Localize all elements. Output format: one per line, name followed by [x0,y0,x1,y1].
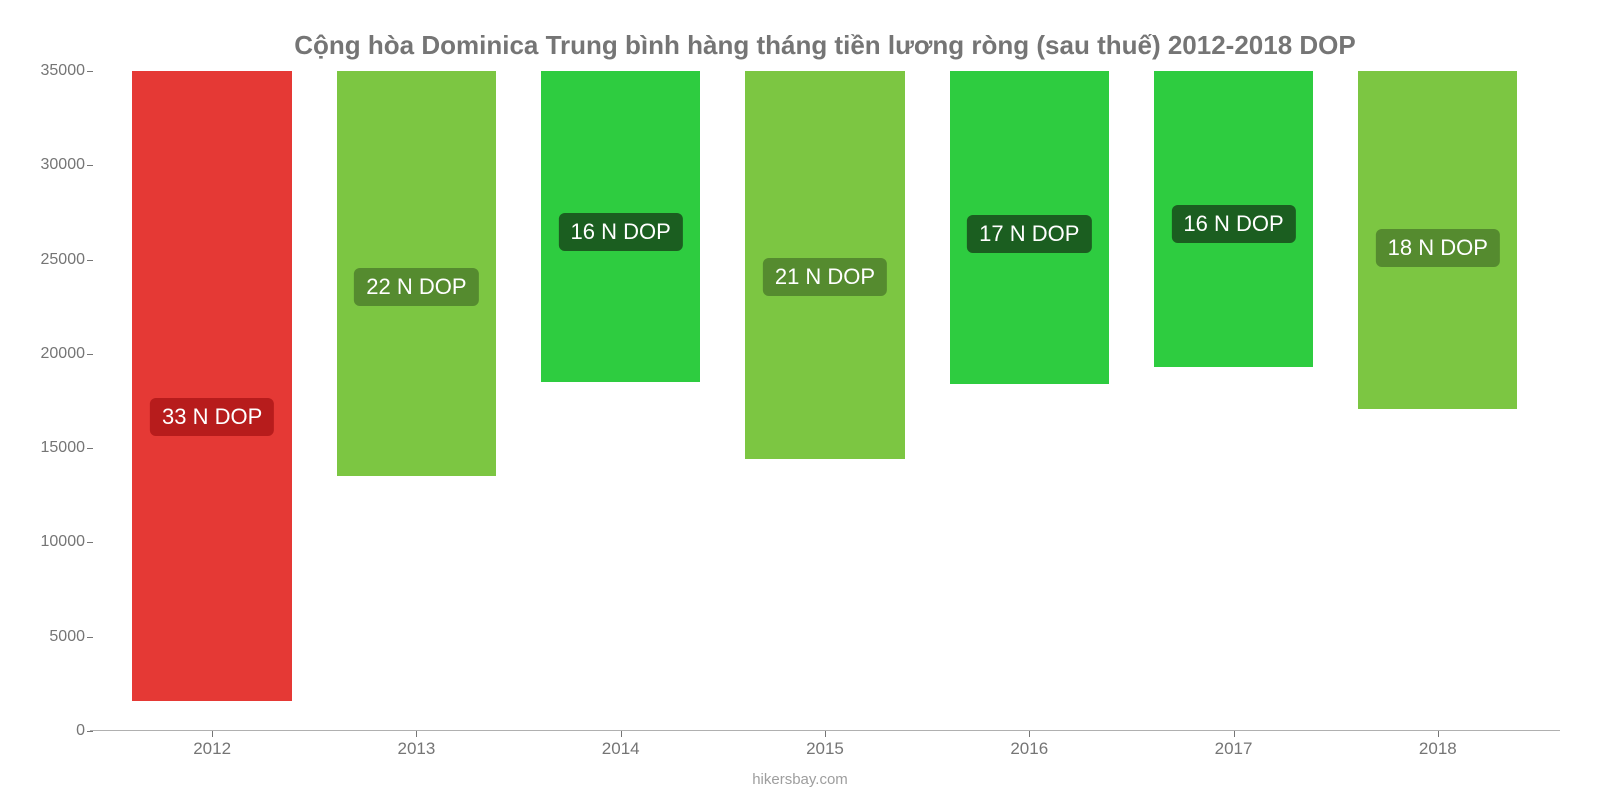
x-axis: 2012201320142015201620172018 [90,739,1560,759]
bar-value-label: 33 N DOP [150,398,274,436]
bar: 21 N DOP [745,71,904,459]
y-tick: 0 [30,722,85,740]
y-tick: 15000 [30,439,85,457]
y-tick: 35000 [30,62,85,80]
bar: 18 N DOP [1358,71,1517,409]
bar-value-label: 16 N DOP [1171,205,1295,243]
chart-title: Cộng hòa Dominica Trung bình hàng tháng … [90,30,1560,61]
bar-slot: 18 N DOP [1336,71,1540,731]
bar-slot: 33 N DOP [110,71,314,731]
x-tick-label: 2015 [723,739,927,759]
bar-value-label: 17 N DOP [967,215,1091,253]
bar-slot: 17 N DOP [927,71,1131,731]
credit-text: hikersbay.com [0,771,1600,788]
bar: 17 N DOP [950,71,1109,384]
bar-value-label: 16 N DOP [559,213,683,251]
bar: 16 N DOP [1154,71,1313,367]
x-tick-label: 2013 [314,739,518,759]
bar: 16 N DOP [541,71,700,382]
y-tick: 20000 [30,345,85,363]
x-tick-label: 2012 [110,739,314,759]
x-tick-label: 2018 [1336,739,1540,759]
y-tick: 25000 [30,251,85,269]
y-tick: 10000 [30,533,85,551]
y-tick: 5000 [30,628,85,646]
bar-slot: 16 N DOP [519,71,723,731]
bar-value-label: 22 N DOP [354,268,478,306]
bar-value-label: 18 N DOP [1376,229,1500,267]
y-axis: 05000100001500020000250003000035000 [30,71,85,731]
x-tick-label: 2014 [519,739,723,759]
bar-slot: 22 N DOP [314,71,518,731]
bar: 33 N DOP [132,71,291,701]
bar-slot: 16 N DOP [1131,71,1335,731]
bar-value-label: 21 N DOP [763,258,887,296]
bar: 22 N DOP [337,71,496,476]
bar-slot: 21 N DOP [723,71,927,731]
bars-group: 33 N DOP 22 N DOP 16 N DOP 21 N DOP 17 N DOP… [90,71,1560,731]
y-tick: 30000 [30,156,85,174]
plot-area: 05000100001500020000250003000035000 33 N… [90,71,1560,731]
x-tick-label: 2016 [927,739,1131,759]
chart-container: Cộng hòa Dominica Trung bình hàng tháng … [0,0,1600,800]
x-tick-label: 2017 [1131,739,1335,759]
